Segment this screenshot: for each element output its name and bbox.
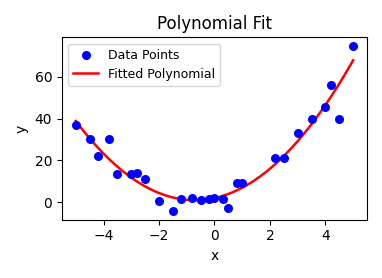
Data Points <box>309 116 315 121</box>
Data Points <box>73 123 79 127</box>
Data Points <box>170 209 176 214</box>
Data Points <box>114 172 120 176</box>
Fitted Polynomial <box>240 186 244 190</box>
Fitted Polynomial <box>326 100 330 103</box>
Data Points <box>295 131 301 135</box>
Fitted Polynomial <box>239 187 243 190</box>
Data Points <box>220 197 226 201</box>
Fitted Polynomial <box>308 124 313 127</box>
Data Points <box>95 154 101 158</box>
X-axis label: x: x <box>210 249 219 263</box>
Data Points <box>211 196 217 200</box>
Data Points <box>225 206 231 210</box>
Data Points <box>206 197 212 201</box>
Data Points <box>87 137 93 142</box>
Fitted Polynomial <box>351 59 355 62</box>
Data Points <box>350 43 356 48</box>
Data Points <box>178 197 184 201</box>
Data Points <box>272 156 278 160</box>
Data Points <box>281 156 287 160</box>
Data Points <box>156 199 162 203</box>
Data Points <box>328 83 334 88</box>
Title: Polynomial Fit: Polynomial Fit <box>157 15 272 33</box>
Legend: Data Points, Fitted Polynomial: Data Points, Fitted Polynomial <box>68 44 220 86</box>
Data Points <box>142 177 148 181</box>
Fitted Polynomial <box>244 184 249 187</box>
Data Points <box>128 172 134 176</box>
Fitted Polynomial <box>192 198 197 202</box>
Data Points <box>189 196 195 200</box>
Data Points <box>322 105 329 109</box>
Data Points <box>239 181 245 185</box>
Data Points <box>233 181 240 185</box>
Fitted Polynomial <box>73 119 78 123</box>
Y-axis label: y: y <box>15 124 29 133</box>
Line: Fitted Polynomial: Fitted Polynomial <box>76 60 353 200</box>
Data Points <box>197 198 204 202</box>
Data Points <box>106 137 112 142</box>
Data Points <box>134 171 140 175</box>
Data Points <box>336 116 342 121</box>
Fitted Polynomial <box>74 121 79 124</box>
